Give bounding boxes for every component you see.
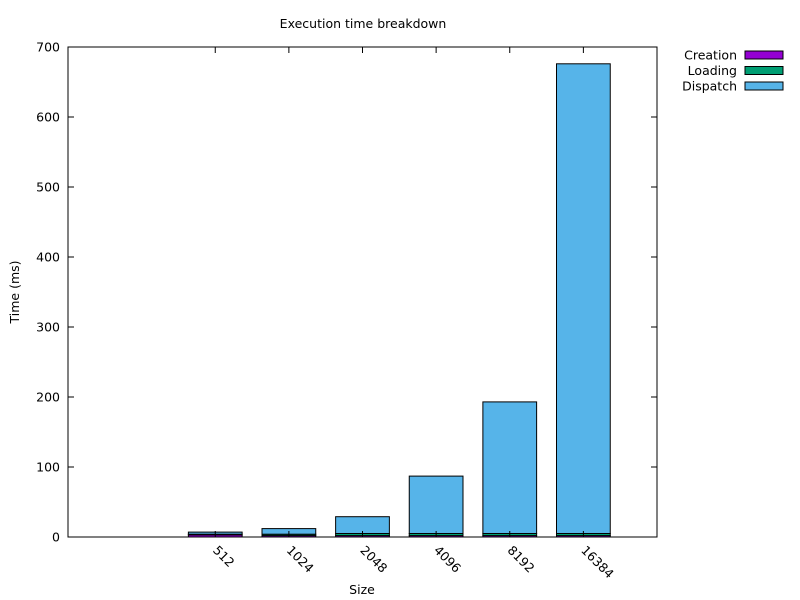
legend-swatch-loading (744, 66, 784, 75)
y-tick-label: 400 (36, 250, 60, 265)
y-tick-label: 500 (36, 180, 60, 195)
y-axis: 0 100 200 300 400 500 600 700 (36, 40, 657, 545)
x-tick-label: 1024 (284, 543, 317, 576)
legend-label-loading: Loading (688, 63, 737, 78)
y-tick-label: 100 (36, 460, 60, 475)
x-tick-label: 2048 (357, 543, 390, 576)
x-tick-label: 16384 (578, 543, 617, 582)
y-tick-label: 0 (52, 530, 60, 545)
bars (187, 63, 611, 538)
bar-dispatch-2048 (335, 516, 390, 535)
bar-dispatch-4096 (408, 475, 464, 535)
legend-swatch-dispatch (744, 81, 784, 91)
y-axis-label: Time (ms) (7, 260, 22, 324)
x-axis-label: Size (349, 582, 375, 597)
legend-swatch-creation (744, 50, 784, 60)
y-tick-label: 700 (36, 40, 60, 55)
y-tick-label: 200 (36, 390, 60, 405)
legend-label-dispatch: Dispatch (682, 79, 737, 94)
y-tick-label: 600 (36, 110, 60, 125)
bar-dispatch-16384 (556, 63, 611, 535)
x-tick-label: 4096 (431, 543, 464, 576)
bar-dispatch-8192 (482, 401, 538, 534)
y-tick-label: 300 (36, 320, 60, 335)
x-tick-label: 8192 (505, 543, 538, 576)
legend-label-creation: Creation (684, 48, 737, 63)
x-tick-label: 512 (210, 543, 237, 570)
chart-title: Execution time breakdown (280, 16, 447, 31)
